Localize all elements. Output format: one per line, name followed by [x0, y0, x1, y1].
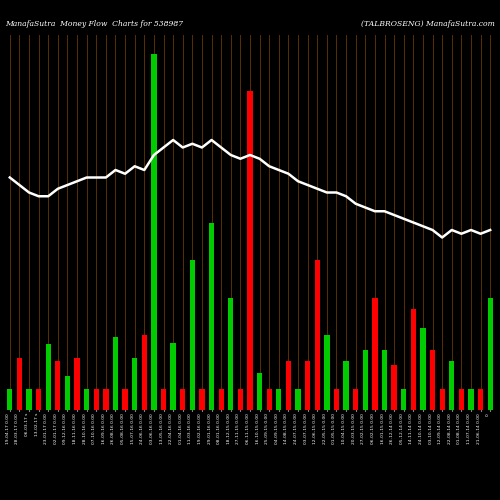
Bar — [142, 335, 147, 410]
Bar — [26, 390, 32, 410]
Bar — [228, 298, 234, 410]
Bar — [468, 390, 473, 410]
Bar — [420, 328, 426, 410]
Bar — [190, 260, 195, 410]
Bar — [458, 390, 464, 410]
Bar — [430, 350, 435, 410]
Bar — [410, 308, 416, 410]
Bar — [132, 358, 138, 410]
Bar — [305, 361, 310, 410]
Bar — [46, 344, 51, 410]
Text: ManafaSutra  Money Flow  Charts for 538987: ManafaSutra Money Flow Charts for 538987 — [5, 20, 183, 28]
Bar — [180, 390, 186, 410]
Bar — [334, 390, 339, 410]
Bar — [382, 350, 387, 410]
Bar — [55, 361, 60, 410]
Bar — [122, 390, 128, 410]
Bar — [113, 337, 118, 410]
Bar — [372, 298, 378, 410]
Bar — [248, 92, 252, 410]
Bar — [266, 390, 272, 410]
Bar — [314, 260, 320, 410]
Bar — [392, 365, 397, 410]
Bar — [276, 390, 281, 410]
Bar — [170, 342, 176, 410]
Bar — [103, 390, 108, 410]
Bar — [94, 390, 99, 410]
Bar — [324, 335, 330, 410]
Bar — [344, 361, 348, 410]
Bar — [238, 390, 243, 410]
Bar — [209, 222, 214, 410]
Bar — [286, 361, 291, 410]
Bar — [449, 361, 454, 410]
Bar — [257, 372, 262, 410]
Bar — [353, 390, 358, 410]
Bar — [152, 54, 156, 410]
Bar — [161, 390, 166, 410]
Bar — [296, 390, 300, 410]
Text: (TALBROSENG) ManafaSutra.com: (TALBROSENG) ManafaSutra.com — [361, 20, 495, 28]
Bar — [440, 390, 445, 410]
Bar — [65, 376, 70, 410]
Bar — [7, 390, 12, 410]
Bar — [84, 390, 89, 410]
Bar — [488, 298, 493, 410]
Bar — [362, 350, 368, 410]
Bar — [478, 390, 483, 410]
Bar — [218, 390, 224, 410]
Bar — [74, 358, 80, 410]
Bar — [17, 358, 22, 410]
Bar — [200, 390, 204, 410]
Bar — [36, 390, 42, 410]
Bar — [401, 390, 406, 410]
